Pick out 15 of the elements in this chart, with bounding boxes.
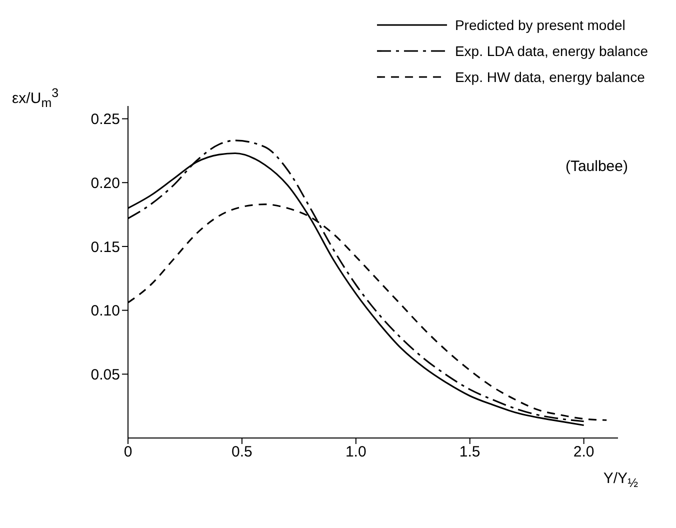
legend-label: Predicted by present model — [454, 17, 626, 33]
x-tick-label: 1.5 — [459, 444, 480, 461]
y-tick-label: 0.15 — [90, 238, 120, 256]
x-tick-label: 2.0 — [573, 444, 594, 461]
y-tick-label: 0.10 — [90, 302, 120, 320]
x-tick-label: 0.5 — [232, 444, 252, 461]
y-tick-label: 0.20 — [90, 174, 120, 192]
annotation: (Taulbee) — [565, 158, 628, 175]
x-tick-label: 1.0 — [345, 444, 366, 461]
legend-label: Exp. LDA data, energy balance — [454, 43, 648, 59]
legend-label: Exp. HW data, energy balance — [454, 69, 645, 85]
x-axis-title: Y/Y$_{½}$ — [603, 470, 638, 490]
y-tick-label: 0.25 — [90, 111, 120, 128]
x-tick-label: 0 — [124, 444, 132, 461]
y-tick-label: 0.05 — [90, 366, 120, 384]
